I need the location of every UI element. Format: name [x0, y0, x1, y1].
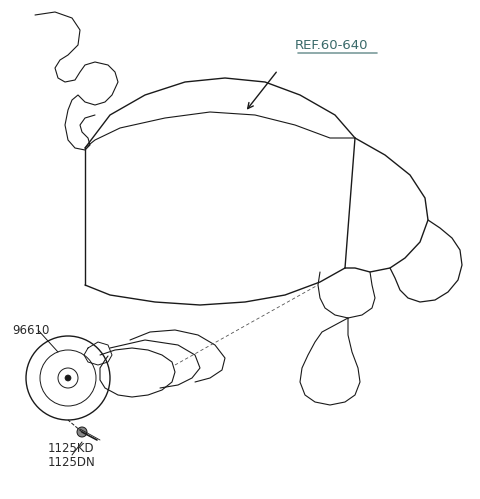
- Text: 1125KD: 1125KD: [48, 442, 95, 455]
- Text: 96610: 96610: [12, 323, 49, 336]
- Text: 1125DN: 1125DN: [48, 456, 96, 469]
- Circle shape: [65, 375, 71, 381]
- Text: REF.60-640: REF.60-640: [295, 39, 369, 52]
- Circle shape: [77, 427, 87, 437]
